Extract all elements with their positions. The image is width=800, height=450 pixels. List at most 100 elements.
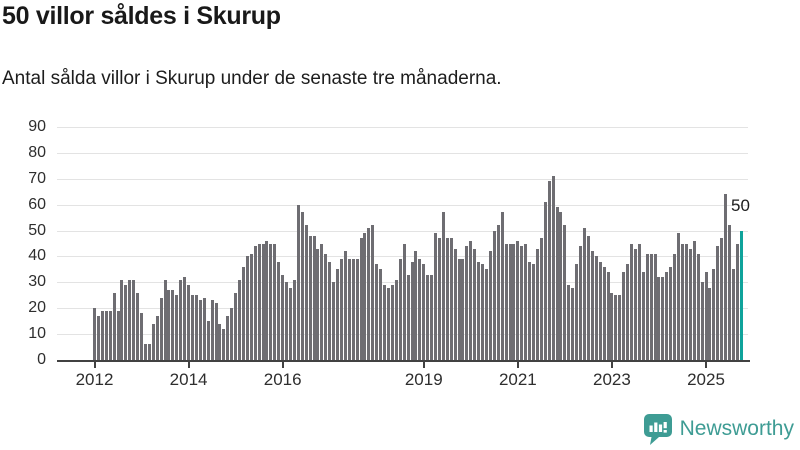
y-axis-label-20: 20 <box>28 299 46 317</box>
bar <box>347 259 351 360</box>
bar <box>257 243 261 360</box>
bar <box>281 274 285 360</box>
bar <box>175 295 179 360</box>
bar <box>245 256 249 360</box>
y-axis-label-70: 70 <box>28 169 46 187</box>
bar <box>543 202 547 360</box>
bar <box>159 297 163 360</box>
bar <box>583 227 586 360</box>
gridline-y80 <box>57 152 748 154</box>
x-axis-line <box>57 360 750 362</box>
bar <box>371 225 375 360</box>
bar <box>214 303 218 360</box>
y-axis-label-50: 50 <box>28 221 46 239</box>
gridline-y20 <box>57 308 748 310</box>
bar <box>657 277 661 360</box>
bar <box>708 287 712 360</box>
bar <box>198 300 202 360</box>
y-axis-label-30: 30 <box>28 273 46 291</box>
bar <box>140 313 144 360</box>
x-axis-label-2021: 2021 <box>498 370 537 389</box>
bar <box>594 256 598 360</box>
x-axis-label-2016: 2016 <box>263 370 302 389</box>
bar <box>414 251 418 360</box>
gridline-y70 <box>57 178 748 180</box>
bar <box>422 264 426 360</box>
bar <box>355 259 359 360</box>
x-axis-label-2019: 2019 <box>404 370 443 389</box>
gridline-y10 <box>57 334 748 336</box>
bar <box>179 279 183 360</box>
bar <box>559 212 563 360</box>
bar <box>571 287 575 360</box>
gridline-y50 <box>57 230 748 232</box>
bar <box>273 243 277 360</box>
y-axis-label-40: 40 <box>28 247 46 265</box>
bar <box>136 292 140 360</box>
bar <box>512 243 516 360</box>
highlighted-bar-latest <box>739 230 743 360</box>
bar <box>453 248 457 360</box>
bar <box>398 259 402 360</box>
bar <box>677 233 681 360</box>
bar <box>606 271 610 360</box>
bar <box>238 279 242 360</box>
bar <box>379 269 383 360</box>
bar <box>132 279 136 360</box>
bar <box>206 321 210 360</box>
bar <box>253 246 257 360</box>
bar <box>532 264 536 360</box>
page-title: 50 villor såldes i Skurup <box>2 2 281 30</box>
bar <box>488 251 492 360</box>
x-axis-label-2025: 2025 <box>687 370 725 389</box>
bar <box>226 315 230 360</box>
bar <box>300 212 304 360</box>
bar <box>112 292 116 360</box>
bar <box>410 261 414 360</box>
x-axis-tick-2025 <box>705 362 708 368</box>
bar <box>696 253 700 360</box>
gridline-y90 <box>57 127 748 128</box>
bar <box>143 344 147 360</box>
bar <box>688 248 692 360</box>
bar <box>700 282 704 360</box>
gridline-y60 <box>57 204 748 206</box>
y-axis-label-80: 80 <box>28 143 46 161</box>
bar <box>712 269 716 360</box>
bar <box>692 240 696 360</box>
bar <box>328 261 332 360</box>
bar <box>265 240 269 360</box>
bar <box>704 271 708 360</box>
bar <box>649 253 653 360</box>
bar <box>684 243 688 360</box>
x-axis-label-2023: 2023 <box>593 370 631 389</box>
bar <box>445 238 449 360</box>
y-axis-label-90: 90 <box>28 118 46 135</box>
gridline-y40 <box>57 256 748 258</box>
bar <box>610 292 614 360</box>
bar <box>524 243 528 360</box>
newsworthy-logo-link[interactable]: Newsworthy <box>642 412 794 445</box>
bar <box>359 238 363 360</box>
chart-subtitle: Antal sålda villor i Skurup under de sen… <box>2 68 502 89</box>
bar <box>218 323 222 360</box>
bar <box>598 261 602 360</box>
bar <box>289 287 292 360</box>
bar <box>320 243 324 360</box>
bar <box>296 204 300 360</box>
bar <box>590 251 594 360</box>
bar <box>469 240 473 360</box>
bar <box>430 274 434 360</box>
bar <box>387 287 390 360</box>
bar <box>441 212 445 360</box>
bar <box>343 251 347 360</box>
bar <box>618 295 622 360</box>
bar <box>241 266 245 360</box>
bar <box>312 235 316 360</box>
bar <box>202 297 206 360</box>
bar <box>261 243 265 360</box>
bar <box>304 225 308 360</box>
bar <box>116 310 120 360</box>
bar <box>104 310 108 360</box>
bar <box>516 240 520 360</box>
